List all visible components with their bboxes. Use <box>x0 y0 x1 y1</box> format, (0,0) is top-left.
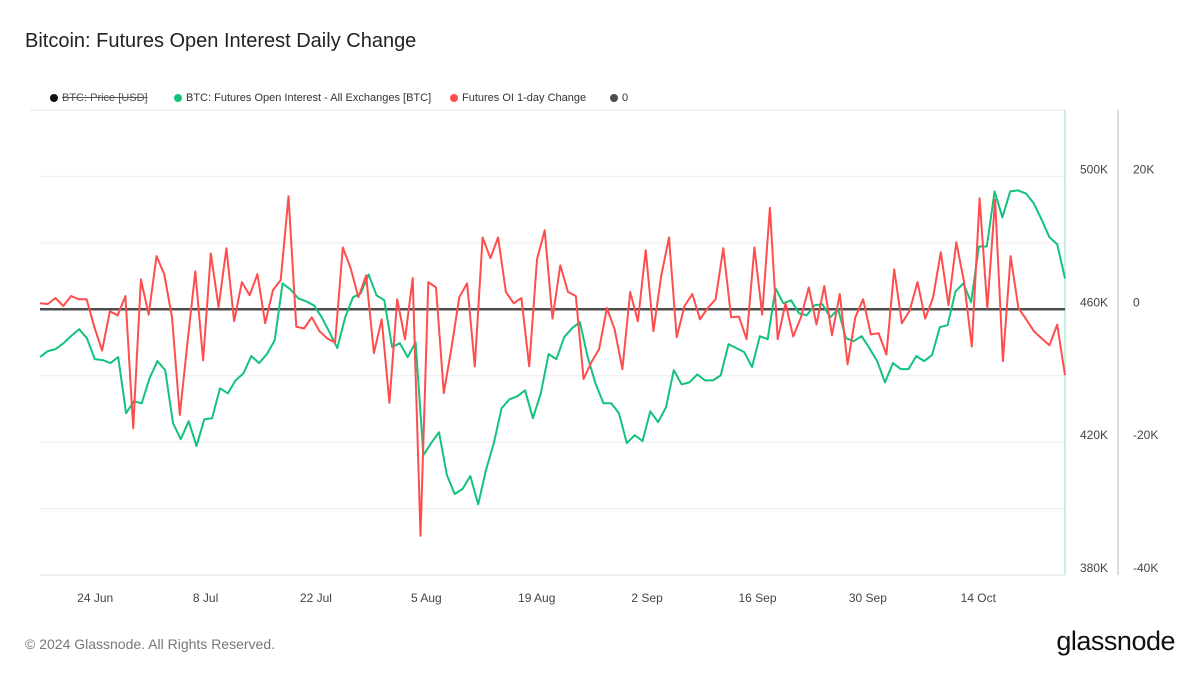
glassnode-logo: glassnode <box>1056 626 1175 656</box>
series-open-interest-line <box>39 189 1066 506</box>
chart-title: Bitcoin: Futures Open Interest Daily Cha… <box>25 30 417 52</box>
copyright: © 2024 Glassnode. All Rights Reserved. <box>25 636 276 652</box>
x-tick-label: 19 Aug <box>518 591 555 605</box>
x-tick-label: 24 Jun <box>77 591 113 605</box>
y-left-tick-label: 420K <box>1080 428 1108 442</box>
x-tick-label: 8 Jul <box>193 591 218 605</box>
legend-item-open-interest[interactable]: BTC: Futures Open Interest - All Exchang… <box>174 92 431 104</box>
legend-item-zero[interactable]: 0 <box>610 92 628 104</box>
series-oi-change-line <box>39 195 1066 537</box>
legend-item-oi-change[interactable]: Futures OI 1-day Change <box>450 92 586 104</box>
legend-label: BTC: Price [USD] <box>62 92 148 104</box>
legend-dot-icon <box>610 94 618 102</box>
y-right-tick-label: -40K <box>1133 561 1158 575</box>
y-left-tick-label: 500K <box>1080 162 1108 176</box>
y-right-tick-label: 20K <box>1133 162 1154 176</box>
legend-label: Futures OI 1-day Change <box>462 92 587 104</box>
legend-dot-icon <box>450 94 458 102</box>
x-tick-label: 2 Sep <box>631 591 663 605</box>
x-tick-label: 5 Aug <box>411 591 442 605</box>
legend-label: BTC: Futures Open Interest - All Exchang… <box>186 92 432 104</box>
x-tick-label: 30 Sep <box>849 591 887 605</box>
x-tick-label: 16 Sep <box>738 591 776 605</box>
y-left-tick-label: 460K <box>1080 295 1108 309</box>
y-left-tick-label: 380K <box>1080 561 1108 575</box>
x-tick-label: 22 Jul <box>300 591 332 605</box>
legend-label: 0 <box>622 92 629 104</box>
legend-item-price[interactable]: BTC: Price [USD] <box>50 92 148 104</box>
legend-dot-icon <box>174 94 182 102</box>
legend-dot-icon <box>50 94 58 102</box>
y-right-tick-label: 0 <box>1133 295 1140 309</box>
y-right-tick-label: -20K <box>1133 428 1158 442</box>
x-tick-label: 14 Oct <box>961 591 997 605</box>
